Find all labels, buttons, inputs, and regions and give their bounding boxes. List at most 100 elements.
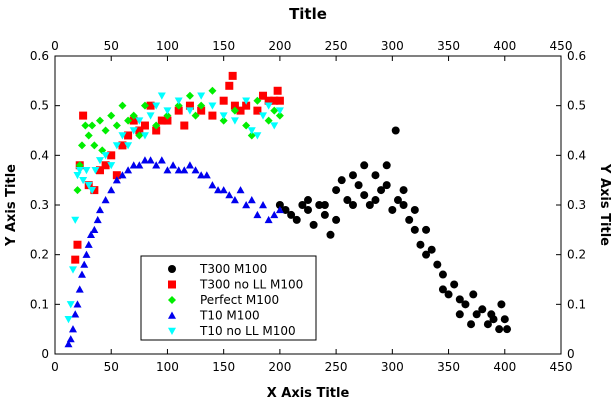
data-point xyxy=(88,121,97,130)
data-point xyxy=(371,196,380,205)
data-point xyxy=(503,325,512,334)
data-point xyxy=(135,117,144,125)
data-point xyxy=(107,186,116,194)
y-right-tick-label: 0 xyxy=(567,347,575,361)
series-3 xyxy=(64,156,284,348)
data-point xyxy=(427,245,436,254)
data-point xyxy=(270,210,279,219)
data-point xyxy=(230,117,239,125)
legend-label: T300 no LL M100 xyxy=(199,278,303,292)
data-point xyxy=(90,141,99,150)
data-point xyxy=(197,92,206,100)
data-point xyxy=(124,142,133,150)
data-point xyxy=(169,161,178,169)
data-point xyxy=(388,205,397,214)
y-tick-label: 0 xyxy=(41,347,49,361)
data-point xyxy=(230,196,239,204)
data-point xyxy=(275,205,284,214)
data-point xyxy=(146,101,155,110)
data-point xyxy=(208,86,217,95)
data-point xyxy=(112,176,121,184)
data-point xyxy=(247,196,256,204)
data-point xyxy=(219,116,228,125)
data-point xyxy=(399,186,408,195)
data-point xyxy=(270,122,279,130)
data-point xyxy=(483,320,492,329)
data-point xyxy=(236,106,245,115)
legend-label: T300 M100 xyxy=(199,262,267,276)
data-point xyxy=(84,131,93,140)
y-right-tick-label: 0.3 xyxy=(567,198,586,212)
data-point xyxy=(259,201,268,209)
data-point xyxy=(84,181,93,190)
data-point xyxy=(112,142,121,150)
data-point xyxy=(230,101,239,110)
data-point xyxy=(253,210,262,219)
data-point xyxy=(79,176,88,185)
data-point xyxy=(382,161,391,170)
x-top-tick-label: 400 xyxy=(493,39,516,53)
data-point xyxy=(163,116,172,125)
data-point xyxy=(259,112,268,120)
data-point xyxy=(101,196,110,204)
data-point xyxy=(152,126,161,135)
chart-title: Title xyxy=(289,5,327,23)
data-point xyxy=(118,101,127,110)
data-point xyxy=(332,215,341,224)
data-point xyxy=(185,107,194,115)
data-point xyxy=(360,191,369,200)
data-point xyxy=(264,102,273,110)
data-point xyxy=(450,280,459,289)
data-point xyxy=(124,116,133,125)
data-point xyxy=(73,186,82,195)
data-point xyxy=(95,157,104,165)
x-tick-label: 350 xyxy=(437,360,460,374)
data-point xyxy=(129,116,138,125)
legend-marker xyxy=(168,311,176,319)
data-point xyxy=(197,171,206,179)
data-point xyxy=(163,111,172,120)
legend-label: Perfect M100 xyxy=(200,293,279,307)
data-point xyxy=(348,171,357,180)
data-point xyxy=(273,86,282,95)
data-point xyxy=(469,290,478,299)
data-point xyxy=(174,106,183,115)
data-point xyxy=(86,230,95,238)
data-point xyxy=(287,210,296,219)
data-point xyxy=(163,107,172,115)
data-point xyxy=(88,186,97,195)
x-tick-label: 150 xyxy=(212,360,235,374)
data-point xyxy=(326,230,335,239)
data-point xyxy=(433,260,442,269)
data-point xyxy=(152,121,161,130)
data-point xyxy=(264,96,273,105)
data-point xyxy=(180,166,189,174)
data-point xyxy=(410,225,419,234)
data-point xyxy=(91,167,100,175)
y-tick-label: 0.5 xyxy=(30,99,49,113)
data-point xyxy=(140,101,149,110)
x-axis-title: X Axis Title xyxy=(267,386,350,401)
x-tick-label: 450 xyxy=(550,360,573,374)
legend-label: T10 no LL M100 xyxy=(199,324,296,338)
data-point xyxy=(202,171,211,179)
data-point xyxy=(71,216,80,224)
data-point xyxy=(84,240,93,248)
data-point xyxy=(497,300,506,309)
x-top-tick-label: 250 xyxy=(325,39,348,53)
data-point xyxy=(337,176,346,185)
legend-marker xyxy=(168,296,176,304)
data-point xyxy=(438,270,447,279)
y-tick-label: 0.2 xyxy=(30,248,49,262)
data-point xyxy=(298,201,307,209)
y-tick-label: 0.3 xyxy=(30,198,49,212)
data-point xyxy=(259,91,268,100)
data-point xyxy=(75,285,84,293)
x-top-tick-label: 350 xyxy=(437,39,460,53)
data-point xyxy=(304,205,312,214)
data-point xyxy=(81,121,90,130)
data-point xyxy=(371,171,380,180)
data-point xyxy=(219,96,228,105)
